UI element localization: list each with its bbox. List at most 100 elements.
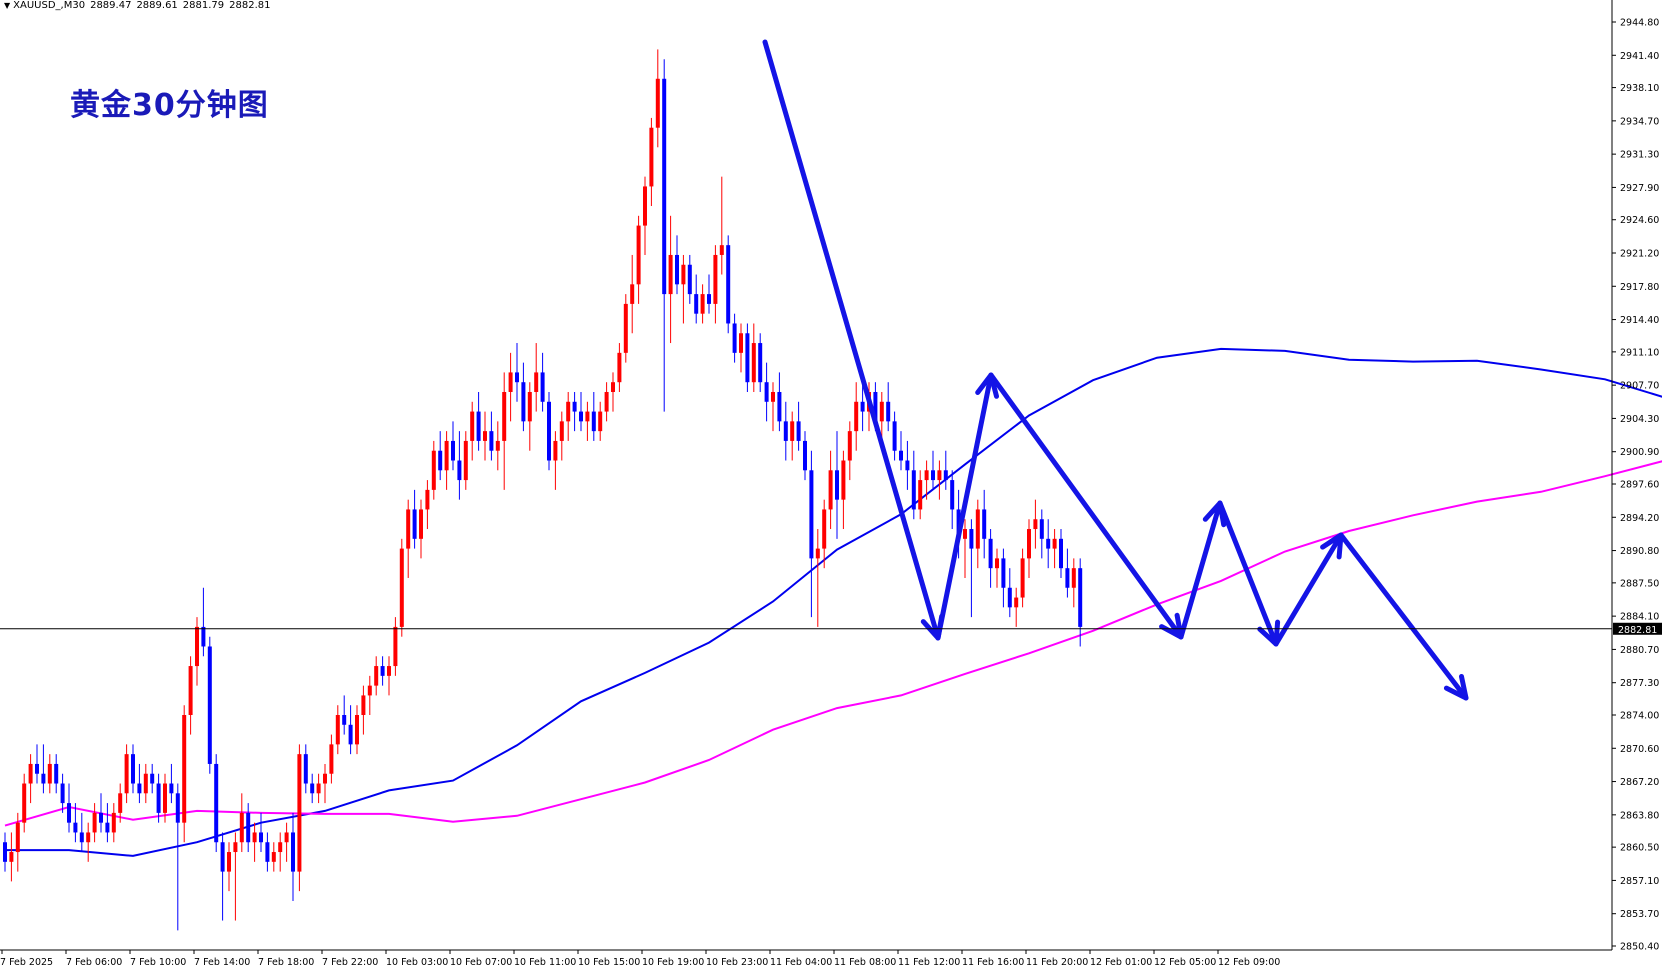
price-tick-label: 2877.30 (1620, 678, 1659, 689)
candle-body (367, 685, 372, 696)
price-tick-label: 2904.30 (1620, 414, 1659, 425)
candle-body (707, 294, 711, 304)
price-tick-label: 2944.80 (1620, 18, 1659, 29)
candle-body (745, 333, 750, 383)
candle-body (3, 842, 7, 862)
trend-arrowhead-icon (1159, 612, 1184, 640)
candle-body (1052, 538, 1057, 549)
candle-body (73, 822, 78, 833)
candle-body (547, 401, 551, 461)
candle-body (687, 264, 692, 295)
candle-body (655, 78, 660, 128)
candle-body (559, 421, 564, 441)
candle-body (681, 264, 686, 285)
price-tick-label: 2934.70 (1620, 116, 1659, 127)
candle-body (636, 225, 641, 285)
candle-body (265, 842, 270, 862)
price-tick-label: 2941.40 (1620, 51, 1659, 62)
price-tick-label: 2853.70 (1620, 909, 1659, 920)
time-tick-label: 12 Feb 01:00 (1090, 957, 1152, 968)
time-tick-label: 7 Feb 2025 (0, 957, 53, 968)
candle-body (662, 78, 667, 295)
price-tick-label: 2907.70 (1620, 381, 1659, 392)
candle-body (79, 832, 84, 843)
candle-body (169, 783, 174, 794)
candle-body (47, 763, 52, 784)
symbol-header: ▼ XAUUSD_,M30 2889.47 2889.61 2881.79 2882.81 (4, 0, 276, 11)
price-tick-label: 2857.10 (1620, 876, 1659, 887)
candle-body (22, 783, 27, 823)
candle-body (719, 245, 724, 255)
candle-body (1039, 519, 1044, 539)
candle-body (278, 842, 283, 853)
candle-body (374, 666, 379, 686)
trend-arrowhead-icon (1320, 532, 1344, 560)
price-tick-label: 2917.80 (1620, 282, 1659, 293)
candle-body (771, 391, 775, 402)
dropdown-triangle-icon[interactable]: ▼ (4, 1, 11, 10)
candle-body (361, 695, 366, 715)
candle-body (1014, 597, 1019, 608)
candle-body (623, 303, 628, 353)
price-tick-label: 2900.90 (1620, 447, 1659, 458)
candle-body (310, 783, 315, 794)
candle-body (329, 744, 334, 774)
candle-body (67, 803, 71, 823)
candle-body (835, 470, 839, 500)
price-tick-label: 2924.60 (1620, 215, 1659, 226)
candle-body (495, 440, 500, 451)
candle-body (790, 421, 795, 441)
candle-body (931, 470, 935, 481)
price-tick-label: 2914.40 (1620, 315, 1659, 326)
candle-body (502, 391, 507, 441)
candle-body (342, 715, 347, 725)
candle-body (284, 832, 289, 843)
price-tick-label: 2897.60 (1620, 480, 1659, 491)
time-tick-label: 10 Feb 03:00 (386, 957, 448, 968)
candle-body (860, 401, 865, 412)
time-tick-label: 12 Feb 05:00 (1154, 957, 1216, 968)
candle-body (758, 343, 763, 383)
candle-body (553, 440, 558, 461)
candle-body (617, 352, 622, 383)
trend-arrow-path (762, 39, 1469, 701)
price-tick-label: 2931.30 (1620, 150, 1659, 161)
candle-body (937, 470, 942, 481)
candle-body (476, 411, 481, 441)
candle-body (879, 401, 884, 422)
candle-body (566, 401, 571, 422)
candle-body (783, 421, 788, 441)
candle-body (489, 431, 494, 451)
candle-body (451, 440, 455, 461)
candle-body (803, 440, 807, 471)
symbol-label: XAUUSD_,M30 (13, 0, 86, 11)
candle-body (163, 783, 167, 813)
price-tick-label: 2894.20 (1620, 513, 1659, 524)
candle-body (470, 411, 475, 441)
candle-body (726, 245, 731, 324)
candle-body (175, 793, 180, 823)
candle-body (751, 343, 756, 383)
candle-body (572, 401, 577, 412)
candle-body (1020, 558, 1025, 598)
moving-average-fast-line (5, 347, 1662, 857)
candle-body (713, 254, 718, 304)
price-tick-label: 2863.80 (1620, 810, 1659, 821)
price-tick-label: 2880.70 (1620, 645, 1659, 656)
candle-body (1059, 538, 1063, 569)
candle-body (886, 401, 891, 422)
candle-body (131, 754, 135, 784)
candle-body (1001, 558, 1006, 588)
price-tick-label: 2874.00 (1620, 711, 1659, 722)
candle-body (393, 626, 398, 667)
candle-body (668, 254, 673, 295)
candle-body (35, 763, 39, 774)
candle-body (963, 529, 967, 539)
candle-body (540, 372, 545, 402)
candle-body (214, 763, 219, 843)
candle-body (239, 812, 244, 843)
candle-body (1033, 519, 1038, 530)
candle-body (188, 666, 193, 715)
time-tick-label: 10 Feb 19:00 (642, 957, 704, 968)
